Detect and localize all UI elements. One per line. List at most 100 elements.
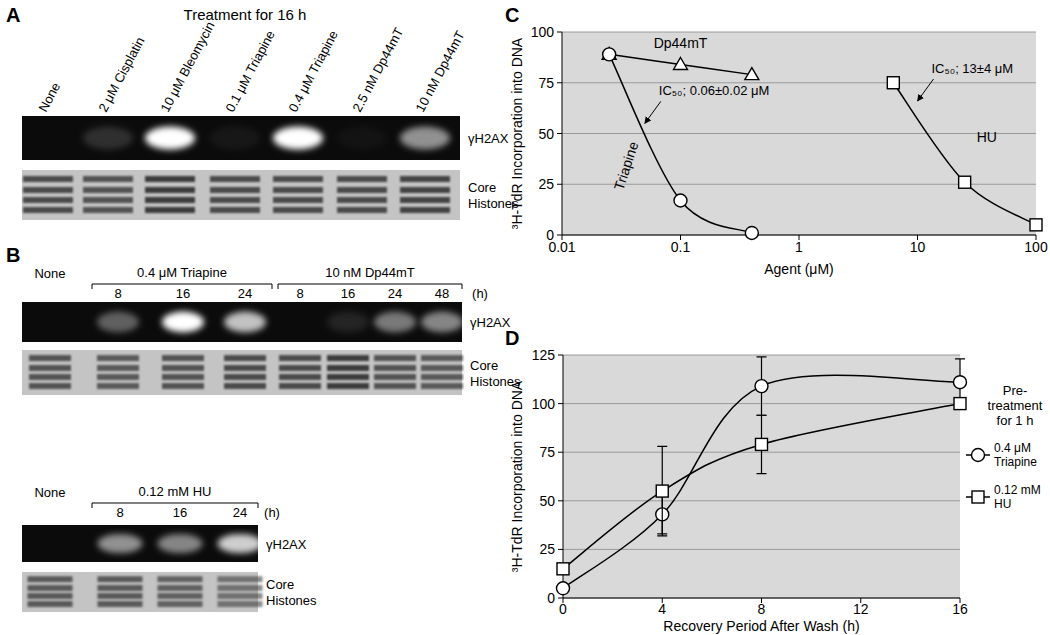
- band: [158, 585, 203, 591]
- band-group: [28, 576, 73, 607]
- legend-label-line: HU: [994, 497, 1011, 511]
- legend-label: 0.12 mMHU: [994, 483, 1041, 511]
- tick: [557, 184, 562, 185]
- band-group: [29, 355, 71, 389]
- band: [83, 187, 133, 193]
- x-axis-label: Recovery Period After Wash (h): [663, 618, 859, 634]
- band: [374, 355, 416, 361]
- lane-label: 10 μM Bleomycin: [157, 19, 217, 114]
- band: [327, 355, 369, 361]
- band: [98, 601, 143, 607]
- legend-title: Pre-: [1003, 383, 1028, 398]
- y-tick-label: 0: [547, 590, 555, 606]
- band: [28, 585, 73, 591]
- band: [327, 312, 369, 333]
- legend-label-line: 0.4 μM: [994, 441, 1031, 455]
- marker: [656, 485, 668, 497]
- band-group: [210, 176, 260, 213]
- y-axis: [563, 355, 564, 598]
- row-label-line: Core: [470, 358, 498, 373]
- x-axis: [562, 235, 1036, 236]
- band: [374, 383, 416, 389]
- lane-label: 10 nM Dp44mT: [412, 28, 467, 114]
- grid-line: [563, 355, 960, 356]
- marker: [557, 582, 570, 595]
- marker: [959, 176, 971, 188]
- band: [162, 365, 204, 371]
- y-axis-label: ³H-TdR Incorporation into DNA: [509, 380, 525, 572]
- band: [83, 127, 133, 150]
- band: [400, 187, 450, 193]
- band: [279, 374, 321, 380]
- band: [218, 576, 263, 582]
- band-group: [224, 355, 266, 389]
- band: [327, 365, 369, 371]
- band-group: [273, 176, 323, 213]
- band: [218, 585, 263, 591]
- series-line: [609, 54, 752, 233]
- x-tick-label: 12: [853, 601, 869, 617]
- band: [273, 127, 323, 150]
- lane-label: None: [34, 485, 65, 500]
- x-tick-label: 0.1: [671, 239, 691, 255]
- series-line: [563, 404, 960, 569]
- panel-label: B: [6, 244, 20, 266]
- band: [273, 207, 323, 213]
- y-tick-label: 25: [539, 541, 555, 557]
- band: [337, 187, 387, 193]
- plot-background: [563, 355, 960, 598]
- band: [273, 176, 323, 182]
- band-group: [83, 176, 133, 213]
- marker: [1030, 219, 1042, 231]
- y-tick-label: 100: [531, 24, 555, 40]
- time-label: 16: [173, 505, 187, 520]
- series-label: Triapine: [611, 139, 642, 192]
- legend-label: 0.4 μMTriapine: [994, 441, 1037, 469]
- band: [29, 355, 71, 361]
- time-label: 16: [341, 286, 355, 301]
- band: [97, 312, 139, 333]
- band: [145, 176, 195, 182]
- band: [28, 534, 73, 553]
- band: [421, 365, 463, 371]
- marker: [887, 77, 899, 89]
- y-tick-label: 75: [538, 75, 554, 91]
- band: [158, 534, 203, 553]
- y-axis-label: ³H-TdR Incorporation into DNA: [509, 37, 525, 229]
- y-tick-label: 100: [532, 396, 556, 412]
- x-tick-label: 100: [1024, 239, 1048, 255]
- series-label: Dp44mT: [654, 35, 708, 51]
- band: [218, 534, 263, 553]
- tick: [557, 32, 562, 33]
- plot-background: [562, 32, 1036, 235]
- tick: [558, 355, 563, 356]
- band: [29, 374, 71, 380]
- time-label: 24: [388, 286, 402, 301]
- band: [337, 197, 387, 203]
- figure: ATreatment for 16 hNone2 μM Cisplatin10 …: [0, 0, 1050, 635]
- y-tick-label: 50: [538, 126, 554, 142]
- band: [421, 355, 463, 361]
- band: [145, 207, 195, 213]
- lane-label: 0.4 μM Triapine: [285, 28, 340, 114]
- band: [210, 176, 260, 182]
- band: [224, 374, 266, 380]
- row-label: γH2AX: [468, 131, 509, 146]
- band-group: [23, 176, 73, 213]
- tick: [557, 82, 562, 83]
- x-tick-label: 8: [758, 601, 766, 617]
- tick: [558, 549, 563, 550]
- y-tick-label: 25: [538, 176, 554, 192]
- y-tick-label: 75: [539, 444, 555, 460]
- error-bar: [657, 446, 667, 535]
- y-axis: [562, 32, 563, 235]
- row-label: CoreHistones: [266, 577, 317, 608]
- panel-label: A: [6, 4, 20, 26]
- band: [210, 187, 260, 193]
- legend-marker: [972, 449, 985, 462]
- band: [83, 197, 133, 203]
- band-group: [158, 576, 203, 607]
- band: [374, 312, 416, 333]
- band: [400, 176, 450, 182]
- error-bar: [757, 415, 767, 473]
